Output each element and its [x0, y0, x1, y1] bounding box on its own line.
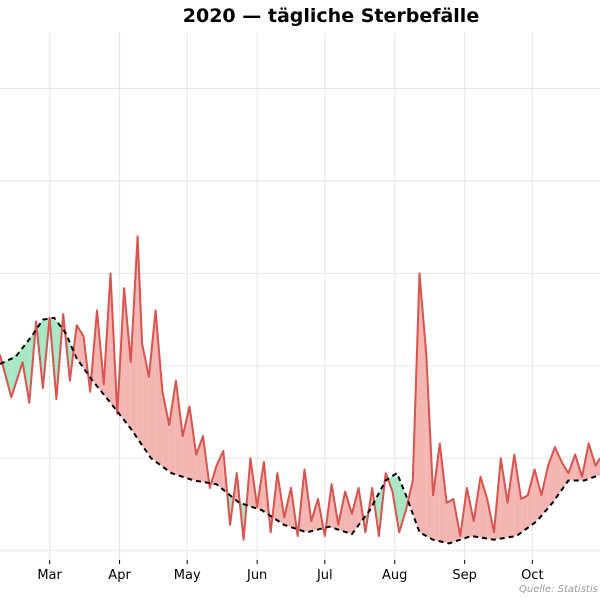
chart-title: 2020 — tägliche Sterbefälle: [183, 5, 479, 27]
excess-fill: [433, 443, 440, 542]
excess-fill: [500, 458, 508, 539]
excess-fill: [514, 454, 522, 537]
excess-fill: [124, 288, 131, 429]
excess-fill: [446, 499, 454, 543]
excess-fill: [345, 491, 352, 535]
excess-fill: [155, 310, 163, 467]
excess-fill: [534, 469, 542, 523]
expected-deaths-line: [0, 316, 600, 545]
x-tick-label: Aug: [382, 568, 407, 583]
x-tick-label: Apr: [108, 568, 131, 583]
excess-fill: [162, 391, 170, 472]
excess-fill: [175, 380, 183, 477]
excess-fill: [169, 380, 176, 475]
excess-fill: [595, 458, 600, 477]
excess-fill: [521, 495, 528, 533]
excess-fill: [196, 436, 203, 482]
x-tick-label: Oct: [521, 568, 543, 583]
x-tick-label: Jul: [316, 568, 333, 583]
excess-fill: [541, 465, 549, 516]
x-tick-label: Mar: [37, 568, 62, 583]
excess-fill: [561, 462, 569, 490]
excess-fill: [527, 469, 535, 528]
deficit-fill: [11, 347, 23, 398]
x-axis-ticks: Mar Apr May Jun Jul Aug Sep Oct: [37, 560, 544, 583]
excess-fill: [216, 450, 224, 490]
excess-fill: [137, 236, 143, 446]
excess-fill: [182, 406, 190, 479]
excess-fill: [439, 443, 447, 543]
actual-deaths-line: [0, 235, 600, 541]
excess-fill: [130, 236, 138, 439]
x-tick-label: May: [174, 568, 201, 583]
excess-fill: [148, 310, 156, 462]
deficit-fill: [399, 478, 406, 533]
x-tick-label: Sep: [452, 568, 477, 583]
x-tick-label: Jun: [246, 568, 267, 583]
excess-fill: [351, 487, 359, 535]
source-note: Quelle: Statistis: [519, 584, 598, 595]
excess-fill: [76, 325, 84, 368]
excess-fill: [507, 454, 515, 538]
excess-fill: [480, 476, 488, 539]
